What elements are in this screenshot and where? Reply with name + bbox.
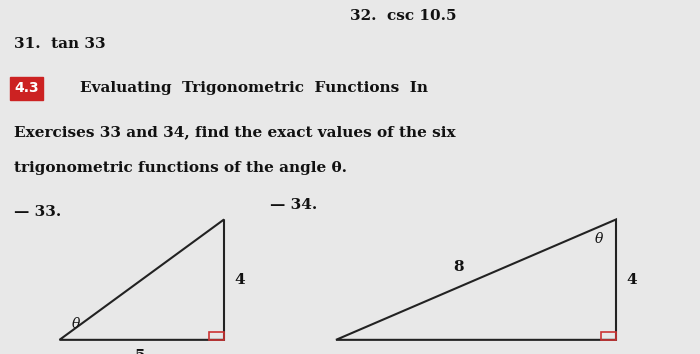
Text: 4: 4 (234, 273, 245, 287)
Text: Evaluating  Trigonometric  Functions  In: Evaluating Trigonometric Functions In (80, 81, 428, 96)
Text: 4.3: 4.3 (14, 81, 38, 96)
Text: — 34.: — 34. (270, 198, 316, 212)
Text: 31.  tan 33: 31. tan 33 (14, 37, 106, 51)
Text: Exercises 33 and 34, find the exact values of the six: Exercises 33 and 34, find the exact valu… (14, 126, 456, 140)
Text: θ: θ (594, 232, 603, 246)
Text: 5: 5 (134, 349, 146, 354)
Text: θ: θ (71, 317, 80, 331)
Text: 4: 4 (626, 273, 637, 287)
Text: 8: 8 (453, 260, 464, 274)
Text: 32.  csc 10.5: 32. csc 10.5 (350, 9, 456, 23)
Text: trigonometric functions of the angle θ.: trigonometric functions of the angle θ. (14, 161, 347, 175)
Text: — 33.: — 33. (14, 205, 62, 219)
